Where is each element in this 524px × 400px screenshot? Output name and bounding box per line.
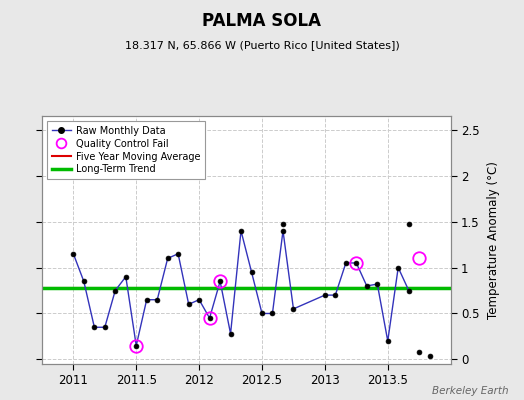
Line: Raw Monthly Data: Raw Monthly Data xyxy=(71,228,411,348)
Raw Monthly Data xyxy=(395,265,401,270)
Raw Monthly Data xyxy=(248,270,255,274)
Raw Monthly Data xyxy=(227,331,234,336)
Raw Monthly Data xyxy=(81,279,87,284)
Raw Monthly Data xyxy=(269,311,276,316)
Raw Monthly Data xyxy=(259,311,265,316)
Raw Monthly Data xyxy=(102,325,108,330)
Text: Berkeley Earth: Berkeley Earth xyxy=(432,386,508,396)
Raw Monthly Data xyxy=(406,288,412,293)
Raw Monthly Data xyxy=(332,293,339,298)
Raw Monthly Data xyxy=(280,228,286,233)
Raw Monthly Data xyxy=(185,302,192,307)
Text: 18.317 N, 65.866 W (Puerto Rico [United States]): 18.317 N, 65.866 W (Puerto Rico [United … xyxy=(125,40,399,50)
Raw Monthly Data xyxy=(123,274,129,279)
Raw Monthly Data xyxy=(238,228,244,233)
Raw Monthly Data xyxy=(364,284,370,288)
Raw Monthly Data xyxy=(353,260,359,265)
Raw Monthly Data xyxy=(112,288,118,293)
Raw Monthly Data xyxy=(196,297,202,302)
Raw Monthly Data xyxy=(322,293,328,298)
Raw Monthly Data xyxy=(70,251,77,256)
Raw Monthly Data xyxy=(154,297,160,302)
Y-axis label: Temperature Anomaly (°C): Temperature Anomaly (°C) xyxy=(487,161,499,319)
Raw Monthly Data xyxy=(290,306,297,311)
Raw Monthly Data xyxy=(385,339,391,344)
Text: PALMA SOLA: PALMA SOLA xyxy=(202,12,322,30)
Raw Monthly Data xyxy=(133,343,139,348)
Raw Monthly Data xyxy=(165,256,171,261)
Raw Monthly Data xyxy=(91,325,97,330)
Legend: Raw Monthly Data, Quality Control Fail, Five Year Moving Average, Long-Term Tren: Raw Monthly Data, Quality Control Fail, … xyxy=(47,121,205,179)
Raw Monthly Data xyxy=(217,279,223,284)
Raw Monthly Data xyxy=(144,297,150,302)
Raw Monthly Data xyxy=(206,316,213,320)
Raw Monthly Data xyxy=(175,251,181,256)
Raw Monthly Data xyxy=(374,282,380,286)
Raw Monthly Data xyxy=(343,260,349,265)
